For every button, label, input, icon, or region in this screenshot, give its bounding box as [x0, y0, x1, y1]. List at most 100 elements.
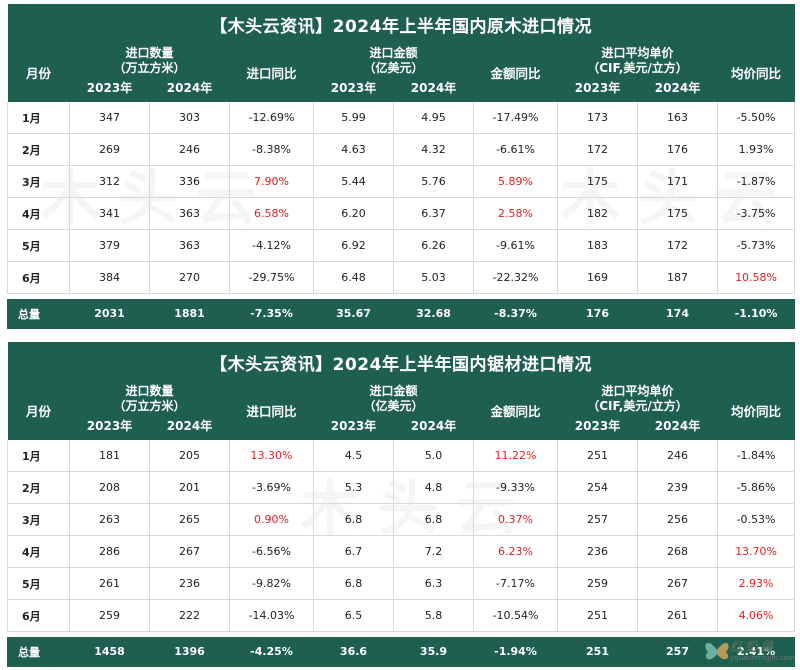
- quantity-group-header: 进口数量 （万立方米）: [113, 46, 186, 75]
- quantity-group-header: 进口数量 （万立方米）: [113, 384, 186, 413]
- total-cell: 36.6: [313, 637, 394, 667]
- value-cell: 6.8: [313, 567, 394, 600]
- value-cell: 6.3: [393, 567, 474, 600]
- year-header: 2023年: [330, 419, 377, 433]
- month-header: 月份: [25, 403, 51, 419]
- month-header: 月份: [25, 65, 51, 81]
- price-yoy-header: 均价同比: [731, 65, 782, 81]
- month-cell: 1月: [7, 102, 70, 134]
- lumber-import-table: 【木头云资讯】2024年上半年国内锯材进口情况 月份 进口数量 （万立方米） 进口…: [7, 342, 796, 667]
- value-cell: 5.99: [313, 102, 394, 134]
- value-cell: 254: [557, 471, 638, 504]
- value-cell: 251: [557, 440, 638, 472]
- total-cell: -1.94%: [473, 637, 558, 667]
- value-cell: 4.5: [313, 440, 394, 472]
- year-header: 2024年: [654, 419, 701, 433]
- log-import-table: 【木头云资讯】2024年上半年国内原木进口情况 月份 进口数量 （万立方米） 进口…: [7, 4, 796, 329]
- butterfly-icon: [705, 642, 729, 660]
- value-cell: 173: [557, 102, 638, 134]
- value-cell: -5.50%: [717, 102, 796, 134]
- value-cell: 4.32: [393, 133, 474, 166]
- value-cell: 4.06%: [717, 599, 796, 632]
- total-cell: 174: [637, 299, 718, 329]
- value-cell: 171: [637, 165, 718, 198]
- value-cell: 257: [557, 503, 638, 536]
- month-cell: 4月: [7, 197, 70, 230]
- value-cell: 4.95: [393, 102, 474, 134]
- price-group-header: 进口平均单价 （CIF,美元/立方）: [587, 46, 688, 75]
- value-cell: -9.33%: [473, 471, 558, 504]
- value-cell: 239: [637, 471, 718, 504]
- value-cell: 6.26: [393, 229, 474, 262]
- value-cell: 7.2: [393, 535, 474, 568]
- value-cell: 5.89%: [473, 165, 558, 198]
- quantity-yoy-header: 进口同比: [246, 403, 297, 419]
- value-cell: -3.75%: [717, 197, 796, 230]
- value-cell: -8.38%: [229, 133, 314, 166]
- value-cell: 2.93%: [717, 567, 796, 600]
- value-cell: 6.92: [313, 229, 394, 262]
- year-header: 2024年: [166, 81, 213, 95]
- value-cell: 259: [557, 567, 638, 600]
- value-cell: 5.3: [313, 471, 394, 504]
- price-yoy-header: 均价同比: [731, 403, 782, 419]
- value-cell: 172: [557, 133, 638, 166]
- value-cell: 268: [637, 535, 718, 568]
- value-cell: 6.8: [393, 503, 474, 536]
- total-row: 总量 1458 1396 -4.25% 36.6 35.9 -1.94% 251 257 2.41…: [7, 637, 796, 667]
- total-cell: 1458: [69, 637, 150, 667]
- value-cell: 2.58%: [473, 197, 558, 230]
- total-cell: 257: [637, 637, 718, 667]
- month-cell: 4月: [7, 535, 70, 568]
- value-cell: 363: [149, 229, 230, 262]
- month-cell: 6月: [7, 261, 70, 294]
- value-cell: 265: [149, 503, 230, 536]
- value-cell: 303: [149, 102, 230, 134]
- value-cell: 336: [149, 165, 230, 198]
- table-row: 2月 269 246 -8.38% 4.63 4.32 -6.61% 172 176 1.93%: [7, 133, 796, 166]
- value-cell: 4.8: [393, 471, 474, 504]
- table-row: 3月 312 336 7.90% 5.44 5.76 5.89% 175 171 -1.87%: [7, 165, 796, 198]
- amount-group-header: 进口金额 （亿美元）: [363, 384, 424, 413]
- value-cell: 0.37%: [473, 503, 558, 536]
- value-cell: 6.5: [313, 599, 394, 632]
- value-cell: 363: [149, 197, 230, 230]
- year-header: 2024年: [410, 81, 457, 95]
- amount-yoy-header: 金额同比: [490, 65, 541, 81]
- value-cell: -1.84%: [717, 440, 796, 472]
- total-cell: 176: [557, 299, 638, 329]
- value-cell: -17.49%: [473, 102, 558, 134]
- value-cell: 236: [557, 535, 638, 568]
- value-cell: 256: [637, 503, 718, 536]
- table-body: 1月 181 205 13.30% 4.5 5.0 11.22% 251 246 -1.84% 2月…: [7, 440, 796, 667]
- value-cell: 312: [69, 165, 150, 198]
- value-cell: 176: [637, 133, 718, 166]
- value-cell: 6.8: [313, 503, 394, 536]
- table-row: 4月 286 267 -6.56% 6.7 7.2 6.23% 236 268 13.70%: [7, 535, 796, 568]
- value-cell: 10.58%: [717, 261, 796, 294]
- year-header: 2024年: [654, 81, 701, 95]
- value-cell: -5.73%: [717, 229, 796, 262]
- value-cell: 13.70%: [717, 535, 796, 568]
- value-cell: 384: [69, 261, 150, 294]
- value-cell: 6.20: [313, 197, 394, 230]
- value-cell: -3.69%: [229, 471, 314, 504]
- value-cell: -10.54%: [473, 599, 558, 632]
- value-cell: 175: [637, 197, 718, 230]
- value-cell: 269: [69, 133, 150, 166]
- total-label: 总量: [7, 637, 70, 667]
- value-cell: 7.90%: [229, 165, 314, 198]
- value-cell: 267: [637, 567, 718, 600]
- table-title: 【木头云资讯】2024年上半年国内锯材进口情况: [210, 354, 592, 375]
- value-cell: -1.87%: [717, 165, 796, 198]
- value-cell: 1.93%: [717, 133, 796, 166]
- amount-group-header: 进口金额 （亿美元）: [363, 46, 424, 75]
- table-row: 6月 384 270 -29.75% 6.48 5.03 -22.32% 169 187 10.5…: [7, 261, 796, 294]
- total-cell: -8.37%: [473, 299, 558, 329]
- value-cell: 6.48: [313, 261, 394, 294]
- year-header: 2023年: [574, 81, 621, 95]
- table-row: 4月 341 363 6.58% 6.20 6.37 2.58% 182 175 -3.75%: [7, 197, 796, 230]
- value-cell: -9.82%: [229, 567, 314, 600]
- table-title: 【木头云资讯】2024年上半年国内原木进口情况: [210, 16, 592, 37]
- value-cell: 182: [557, 197, 638, 230]
